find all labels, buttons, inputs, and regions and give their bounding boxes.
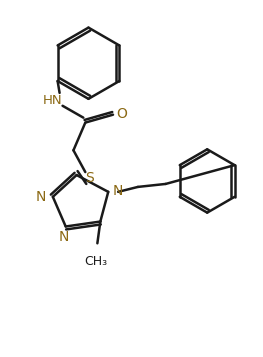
- Text: O: O: [117, 107, 127, 121]
- Text: CH₃: CH₃: [84, 255, 107, 268]
- Text: S: S: [85, 171, 94, 185]
- Text: HN: HN: [43, 94, 63, 107]
- Text: N: N: [36, 190, 46, 204]
- Text: N: N: [113, 184, 123, 198]
- Text: N: N: [59, 230, 69, 245]
